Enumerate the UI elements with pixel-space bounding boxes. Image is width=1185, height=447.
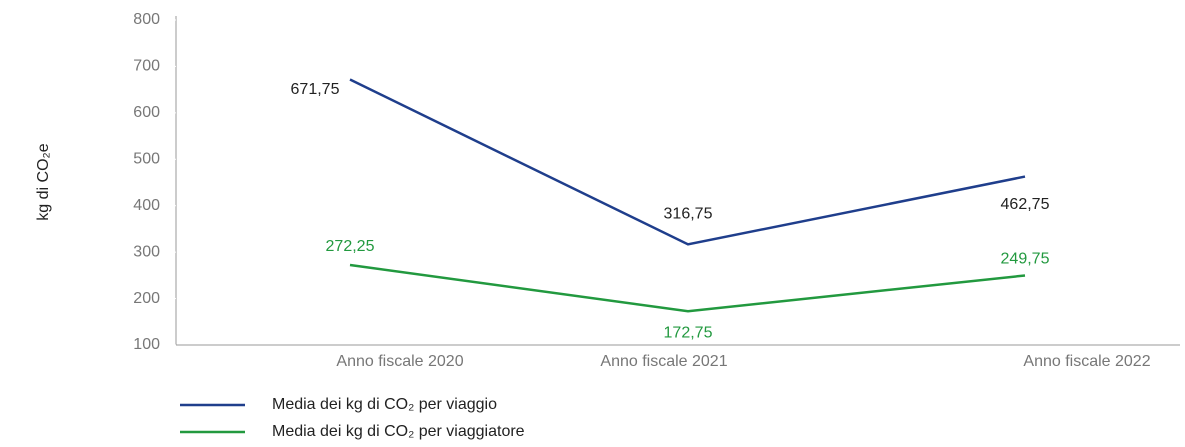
data-label: 272,25 — [326, 238, 375, 255]
y-tick-label: 100 — [133, 336, 160, 353]
line-series — [349, 78, 1026, 246]
data-label: 172,75 — [664, 324, 713, 341]
y-tick-label: 300 — [133, 243, 160, 260]
x-tick-label: Anno fiscale 2022 — [1023, 353, 1150, 370]
legend-label: Media dei kg di CO₂ per viaggio — [272, 396, 497, 413]
y-axis-label: kg di CO₂e — [35, 143, 52, 220]
x-tick-label: Anno fiscale 2021 — [600, 353, 727, 370]
data-label: 249,75 — [1001, 251, 1050, 268]
line-series — [349, 263, 1026, 313]
y-tick-label: 600 — [133, 104, 160, 121]
y-tick-label: 200 — [133, 290, 160, 307]
legend-label: Media dei kg di CO₂ per viaggiatore — [272, 423, 525, 440]
data-label: 462,75 — [1001, 196, 1050, 213]
x-tick-label: Anno fiscale 2020 — [336, 353, 463, 370]
data-label: 316,75 — [664, 206, 713, 223]
y-tick-label: 800 — [133, 11, 160, 28]
y-tick-label: 700 — [133, 58, 160, 75]
y-tick-label: 500 — [133, 151, 160, 168]
data-label: 671,75 — [291, 81, 340, 98]
y-tick-label: 400 — [133, 197, 160, 214]
